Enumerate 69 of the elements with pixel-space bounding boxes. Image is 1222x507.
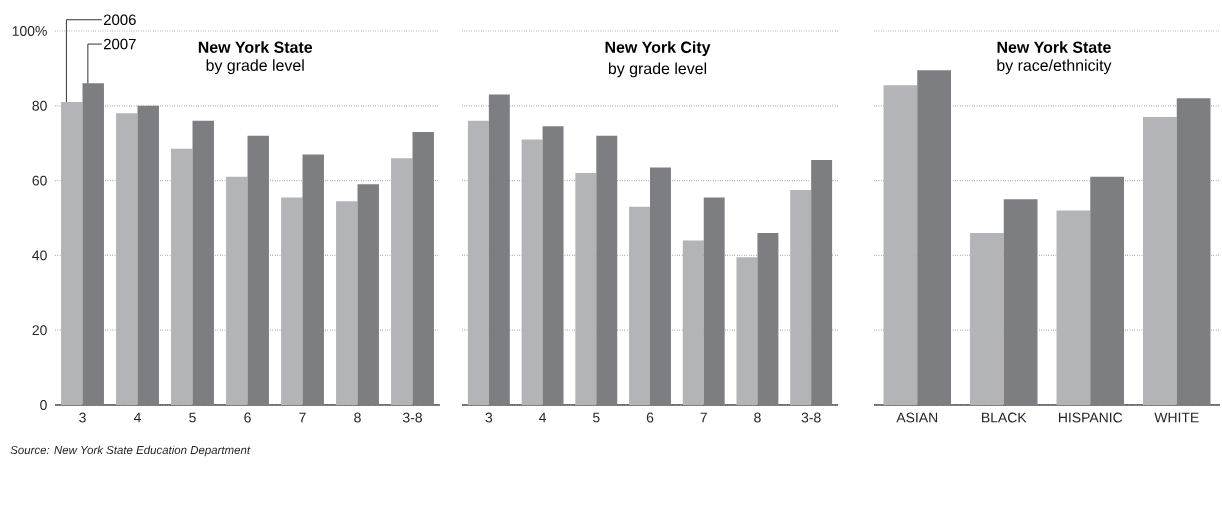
x-tick-label: 3-8	[402, 412, 422, 423]
bar	[192, 120, 214, 405]
text: New York State	[997, 41, 1111, 53]
x-tick-label: 7	[299, 412, 306, 423]
x-tick-label: 3	[485, 412, 493, 423]
x-tick-label: HISPANIC	[1058, 412, 1123, 423]
x-tick-label: 6	[244, 412, 251, 423]
bar	[970, 232, 1004, 405]
y-tick-label: 80	[32, 100, 47, 111]
bar	[336, 201, 358, 405]
bar	[883, 85, 918, 405]
bar	[521, 139, 543, 405]
bar	[226, 176, 248, 405]
bar	[790, 189, 812, 405]
text: 2007	[103, 38, 136, 50]
bar	[1176, 98, 1211, 405]
text: by grade level	[608, 62, 707, 78]
y-tick-label: 0	[40, 400, 47, 410]
text: New York City	[605, 41, 711, 57]
bar	[488, 94, 510, 405]
bar	[736, 257, 758, 405]
x-tick-label: 6	[646, 412, 654, 423]
bar	[61, 102, 83, 405]
bar	[137, 105, 159, 405]
bar	[811, 160, 833, 405]
bar	[391, 158, 413, 405]
x-tick-label: 8	[354, 412, 361, 423]
bar	[650, 167, 671, 405]
bar	[281, 197, 303, 405]
bar	[82, 83, 104, 405]
bar	[1003, 199, 1038, 405]
text: by race/ethnicity	[997, 59, 1112, 75]
bar	[302, 154, 324, 405]
x-tick-label: BLACK	[982, 412, 1027, 423]
bar	[575, 173, 597, 405]
x-tick-label: 8	[754, 412, 761, 423]
x-tick-label: 4	[539, 412, 547, 423]
bar	[1056, 210, 1091, 405]
x-tick-label: ASIAN	[896, 412, 938, 423]
bar	[757, 232, 779, 405]
source-note: Source: New York State Education Department	[10, 445, 251, 457]
bar	[412, 131, 434, 405]
x-tick-label: 3-8	[801, 412, 821, 423]
y-tick-label: 100%	[12, 26, 47, 36]
y-tick-label: 20	[32, 325, 47, 336]
bar	[917, 70, 951, 405]
bar	[682, 240, 704, 405]
text: 2006	[103, 14, 136, 26]
bar	[467, 120, 489, 405]
bar	[703, 197, 725, 405]
bar	[247, 135, 269, 405]
x-tick-label: 5	[592, 412, 600, 423]
text: by grade level	[206, 59, 304, 75]
bar	[1143, 117, 1177, 405]
y-tick-label: 40	[32, 250, 47, 261]
x-tick-label: 3	[79, 412, 86, 423]
x-tick-label: 5	[189, 412, 196, 423]
bar	[596, 135, 618, 405]
bar	[357, 184, 379, 405]
bar	[171, 148, 193, 405]
bar	[542, 126, 564, 405]
bar	[629, 206, 651, 405]
text: New York State	[198, 41, 313, 53]
x-tick-label: WHITE	[1154, 412, 1199, 423]
x-tick-label: 4	[133, 412, 141, 423]
bar	[1090, 176, 1124, 405]
bar	[116, 113, 138, 405]
y-tick-label: 60	[32, 175, 47, 186]
x-tick-label: 7	[700, 412, 707, 423]
